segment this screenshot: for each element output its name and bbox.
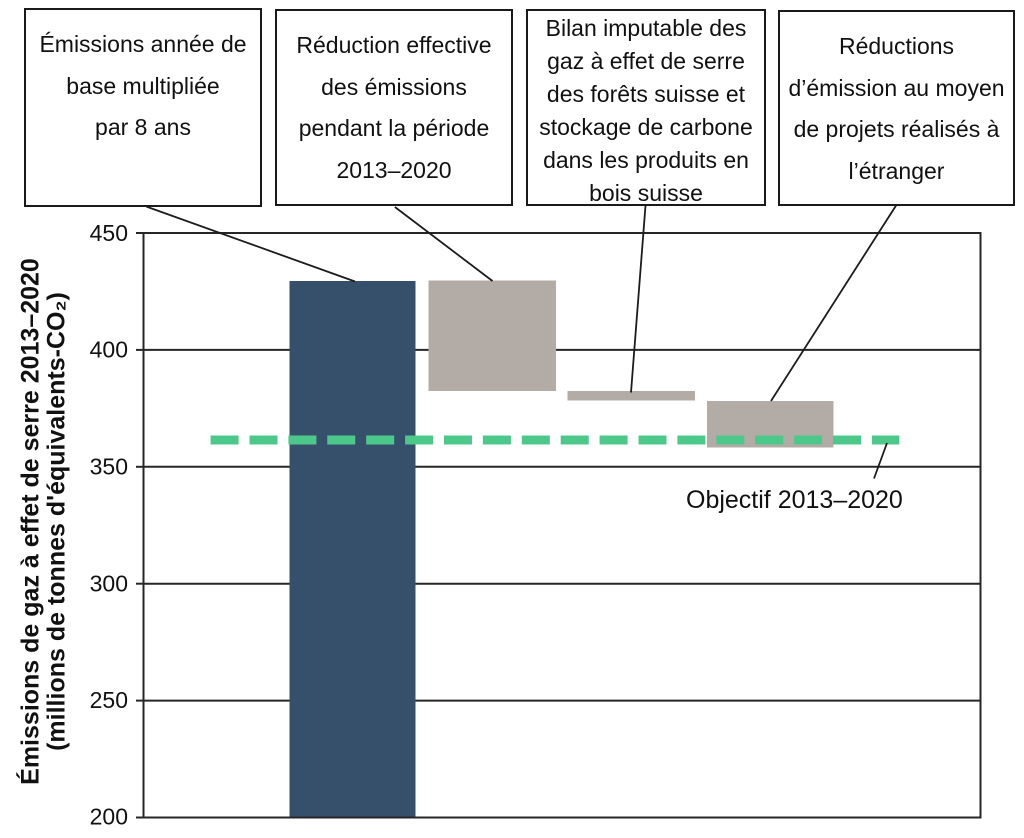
svg-text:300: 300	[90, 570, 128, 596]
svg-text:450: 450	[90, 220, 128, 246]
svg-text:400: 400	[90, 337, 128, 363]
svg-text:250: 250	[90, 687, 128, 713]
svg-text:350: 350	[90, 454, 128, 480]
svg-text:200: 200	[90, 803, 128, 829]
